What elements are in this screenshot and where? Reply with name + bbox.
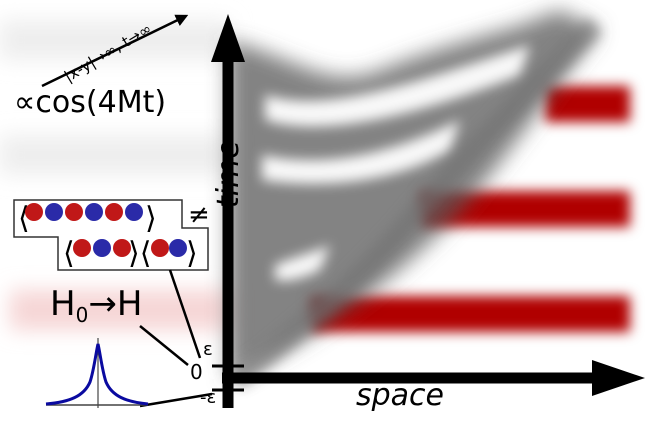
red-stripe-bottom — [310, 296, 630, 332]
lorentzian-pointer — [139, 392, 213, 408]
quench-sub: 0 — [75, 303, 89, 327]
origin-zero-label: 0 — [190, 360, 203, 384]
lightcone-edge — [229, 17, 603, 388]
lightcone-fringes — [262, 45, 530, 281]
spinor-icons-bottom-left — [73, 239, 131, 257]
svg-text:⟩: ⟩ — [186, 236, 198, 271]
svg-text:⟨: ⟨ — [63, 236, 75, 271]
pointer-lines — [139, 269, 213, 408]
space-axis-label: space — [356, 378, 445, 413]
quench-arrow: → — [88, 284, 117, 324]
quench-label: H0→H — [50, 287, 142, 325]
lorentzian-curve — [45, 343, 149, 406]
quench-pointer — [139, 325, 189, 366]
cos-oscillation-label: ∝cos(4Mt) — [14, 85, 167, 120]
spinor-icons-top — [25, 203, 143, 221]
space-axis-arrowhead — [592, 360, 645, 396]
svg-text:⟩: ⟩ — [145, 201, 157, 236]
background-bands — [0, 20, 230, 330]
epsilon-positive-label: ε — [203, 339, 213, 360]
svg-text:⟩⟨: ⟩⟨ — [128, 236, 151, 271]
epsilon-negative-label: -ε — [200, 387, 217, 408]
spinor-icons-bottom-right — [151, 239, 187, 257]
red-stripe-top — [545, 86, 630, 122]
limit-arrow — [41, 14, 189, 88]
lorentzian-inset — [45, 338, 149, 408]
correlator-box: ⟨ ⟩ ⟨ ⟩⟨ ⟩ — [13, 199, 209, 271]
axes — [211, 14, 645, 408]
time-axis-label: time — [211, 140, 246, 208]
box-pointer — [168, 269, 202, 359]
time-axis-arrowhead — [211, 14, 245, 62]
quench-h: H — [116, 284, 143, 324]
not-equal-sign: ≠ — [188, 200, 210, 230]
svg-text:⟨: ⟨ — [18, 201, 30, 236]
quench-h0: H — [50, 284, 76, 324]
